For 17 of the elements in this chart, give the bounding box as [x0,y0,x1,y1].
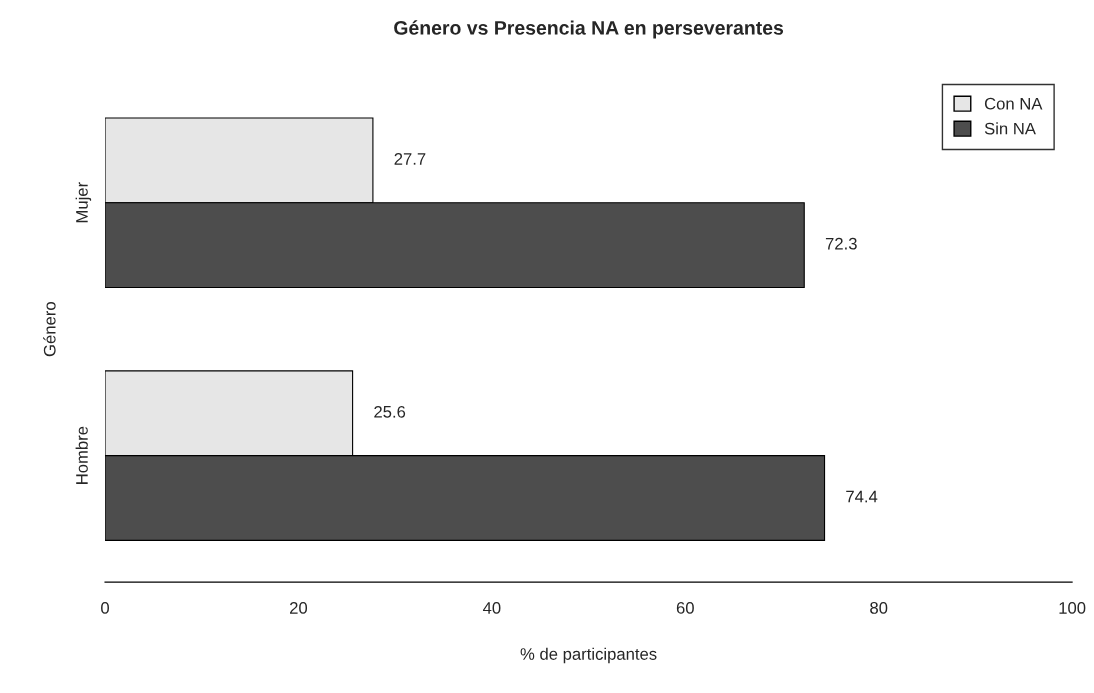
x-tick-label: 60 [676,602,694,614]
legend-label: Con NA [984,97,1043,110]
y-axis-title: Género [43,302,56,357]
data-label: 74.4 [846,490,878,503]
y-tick-label: Hombre [75,426,88,484]
x-tick-label: 20 [290,602,308,614]
data-label: 27.7 [394,153,426,165]
data-label: 25.6 [374,405,406,418]
chart-title: Género vs Presencia NA en perseverantes [394,20,784,39]
data-label: 72.3 [825,237,857,250]
x-axis-title: % de participantes [520,647,657,664]
x-tick-label: 40 [482,602,501,614]
x-tick-label: 0 [101,602,110,614]
legend-label: Sin NA [984,122,1036,135]
x-tick-label: 80 [870,602,888,614]
y-tick-label: Mujer [75,182,92,223]
x-tick-label: 100 [1059,602,1086,614]
